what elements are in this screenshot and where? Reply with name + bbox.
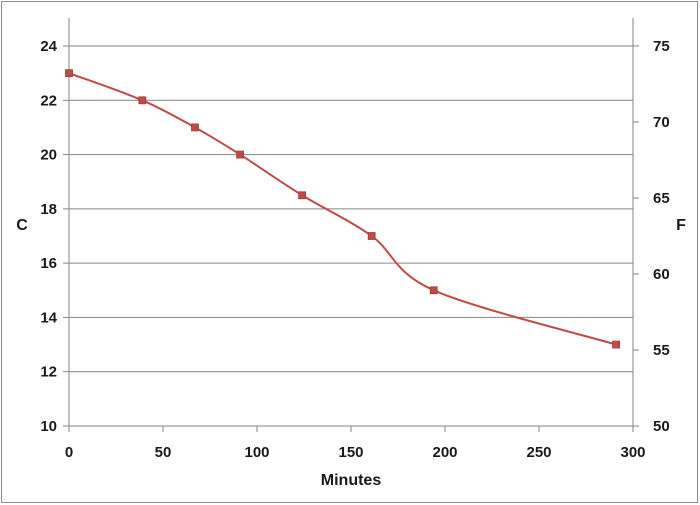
left-tick-label: 20 (40, 147, 57, 164)
right-tick-label: 70 (653, 114, 670, 131)
right-tick-label: 75 (653, 38, 670, 55)
gridlines (69, 45, 633, 373)
x-tick-label: 250 (526, 444, 551, 461)
right-tick-label: 60 (653, 266, 670, 283)
left-axis-title: C (16, 217, 28, 234)
data-point (65, 69, 73, 78)
data-point (191, 123, 199, 132)
x-tick-label: 0 (65, 444, 73, 461)
series-markers (65, 69, 620, 349)
left-tick-label: 18 (40, 201, 57, 218)
x-tick-label: 200 (432, 444, 457, 461)
left-tick-label: 12 (40, 364, 57, 381)
x-tick-label: 50 (155, 444, 172, 461)
x-axis-tick-labels: 0 50 100 150 200 250 300 (65, 444, 646, 461)
left-tick-label: 10 (40, 418, 57, 435)
data-point (138, 96, 147, 105)
x-tick-label: 100 (244, 444, 269, 461)
right-tick-label: 55 (653, 342, 670, 359)
right-axis-title: F (676, 217, 686, 234)
right-tick-label: 65 (653, 190, 670, 207)
left-tick-label: 24 (40, 38, 57, 55)
x-tick-label: 150 (338, 444, 363, 461)
data-point (429, 286, 438, 295)
right-axis-tick-labels: 50 55 60 65 70 75 (653, 38, 670, 435)
left-tick-label: 22 (40, 92, 57, 109)
x-tick-label: 300 (620, 444, 645, 461)
axes (63, 18, 639, 432)
left-tick-label: 14 (40, 309, 57, 326)
data-point (367, 232, 376, 240)
data-point (236, 150, 244, 159)
x-axis-title: Minutes (321, 472, 382, 489)
left-tick-label: 16 (40, 255, 57, 272)
right-tick-label: 50 (653, 418, 670, 435)
data-point (298, 191, 307, 200)
left-axis-tick-labels: 10 12 14 16 18 20 22 24 (40, 38, 57, 435)
data-point (612, 340, 620, 349)
